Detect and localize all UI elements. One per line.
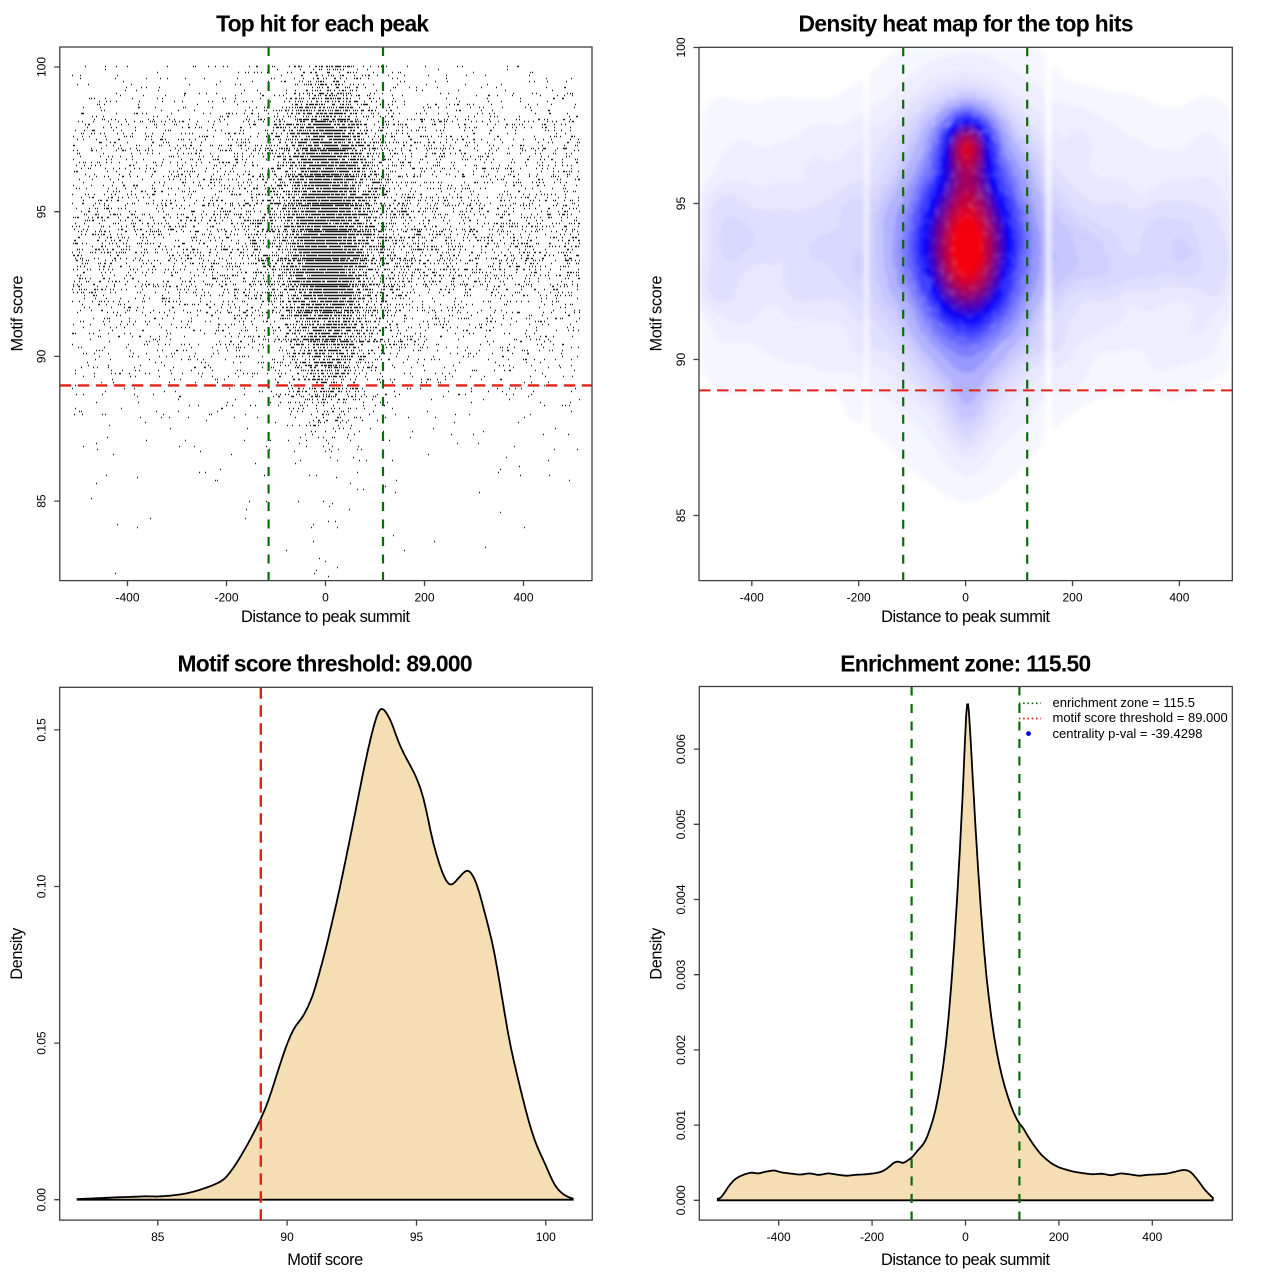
svg-text:95: 95	[410, 1230, 424, 1244]
svg-text:Top hit for each peak: Top hit for each peak	[216, 11, 429, 37]
svg-text:400: 400	[1142, 1230, 1162, 1244]
svg-text:0.003: 0.003	[674, 959, 688, 989]
svg-text:0.00: 0.00	[35, 1188, 49, 1212]
svg-text:85: 85	[35, 494, 49, 508]
svg-text:400: 400	[513, 591, 533, 605]
svg-text:0.15: 0.15	[35, 718, 49, 742]
svg-text:motif score threshold = 89.000: motif score threshold = 89.000	[1053, 710, 1228, 725]
svg-text:90: 90	[35, 349, 49, 363]
svg-text:0: 0	[322, 591, 329, 605]
svg-text:Distance to peak summit: Distance to peak summit	[881, 1251, 1050, 1269]
svg-text:0.10: 0.10	[35, 874, 49, 898]
svg-text:100: 100	[35, 57, 49, 77]
svg-text:Enrichment zone: 115.50: Enrichment zone: 115.50	[840, 650, 1091, 676]
svg-text:0.001: 0.001	[674, 1110, 688, 1140]
svg-text:Density heat map for the top h: Density heat map for the top hits	[799, 11, 1134, 37]
svg-text:Motif score: Motif score	[287, 1251, 363, 1269]
svg-text:95: 95	[35, 205, 49, 219]
svg-text:0.002: 0.002	[674, 1035, 688, 1065]
svg-text:-200: -200	[860, 1230, 884, 1244]
svg-text:Density: Density	[648, 927, 666, 980]
svg-text:Distance to peak summit: Distance to peak summit	[881, 608, 1050, 626]
svg-text:200: 200	[414, 591, 434, 605]
svg-text:200: 200	[1049, 1230, 1069, 1244]
svg-text:-200: -200	[214, 591, 238, 605]
svg-text:90: 90	[280, 1230, 294, 1244]
svg-text:0.000: 0.000	[674, 1185, 688, 1215]
svg-text:Distance to peak summit: Distance to peak summit	[241, 608, 410, 626]
svg-text:Density: Density	[8, 927, 26, 980]
svg-text:400: 400	[1169, 591, 1189, 605]
svg-text:200: 200	[1062, 591, 1082, 605]
svg-text:0.005: 0.005	[674, 809, 688, 839]
svg-text:100: 100	[674, 37, 688, 57]
svg-text:Motif score: Motif score	[648, 276, 666, 352]
svg-text:90: 90	[674, 353, 688, 367]
svg-text:85: 85	[151, 1230, 165, 1244]
svg-text:0.004: 0.004	[674, 884, 688, 914]
svg-text:0.05: 0.05	[35, 1031, 49, 1055]
svg-text:85: 85	[674, 509, 688, 523]
svg-text:95: 95	[674, 197, 688, 211]
svg-text:Motif score: Motif score	[8, 276, 26, 352]
svg-text:-400: -400	[767, 1230, 791, 1244]
svg-text:-200: -200	[847, 591, 871, 605]
svg-text:-400: -400	[740, 591, 764, 605]
svg-text:0: 0	[962, 591, 969, 605]
svg-text:Motif score threshold: 89.000: Motif score threshold: 89.000	[178, 650, 473, 676]
svg-text:0: 0	[962, 1230, 969, 1244]
svg-text:100: 100	[536, 1230, 556, 1244]
svg-text:0.006: 0.006	[674, 734, 688, 764]
svg-text:centrality p-val = -39.4298: centrality p-val = -39.4298	[1053, 726, 1203, 741]
svg-text:enrichment zone = 115.5: enrichment zone = 115.5	[1053, 695, 1196, 710]
svg-text:-400: -400	[115, 591, 139, 605]
